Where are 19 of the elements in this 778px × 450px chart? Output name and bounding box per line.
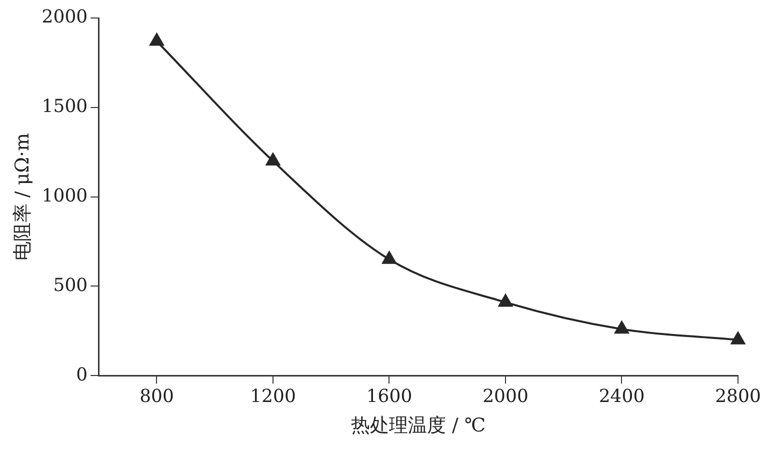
y-tick-label: 0 [76,364,88,386]
x-tick-label: 800 [140,386,174,408]
x-tick-label: 1200 [250,386,296,408]
x-tick-label: 2000 [482,386,528,408]
y-axis-title: 电阻率 / μΩ·m [11,132,34,261]
y-tick-label: 500 [53,274,88,296]
point [614,321,629,334]
y-tick-label: 1500 [42,96,88,118]
x-tick-label: 2400 [598,386,645,408]
point [266,153,280,166]
y-tick-label: 1000 [42,185,88,206]
x-axis-title: 热处理温度 / ℃ [350,414,486,437]
point [498,294,513,307]
x-tick-label: 2800 [715,386,761,408]
point [382,251,396,264]
point [730,332,746,344]
point [150,33,164,46]
x-tick-label: 1600 [366,386,412,408]
y-tick-label: 2000 [42,6,88,28]
